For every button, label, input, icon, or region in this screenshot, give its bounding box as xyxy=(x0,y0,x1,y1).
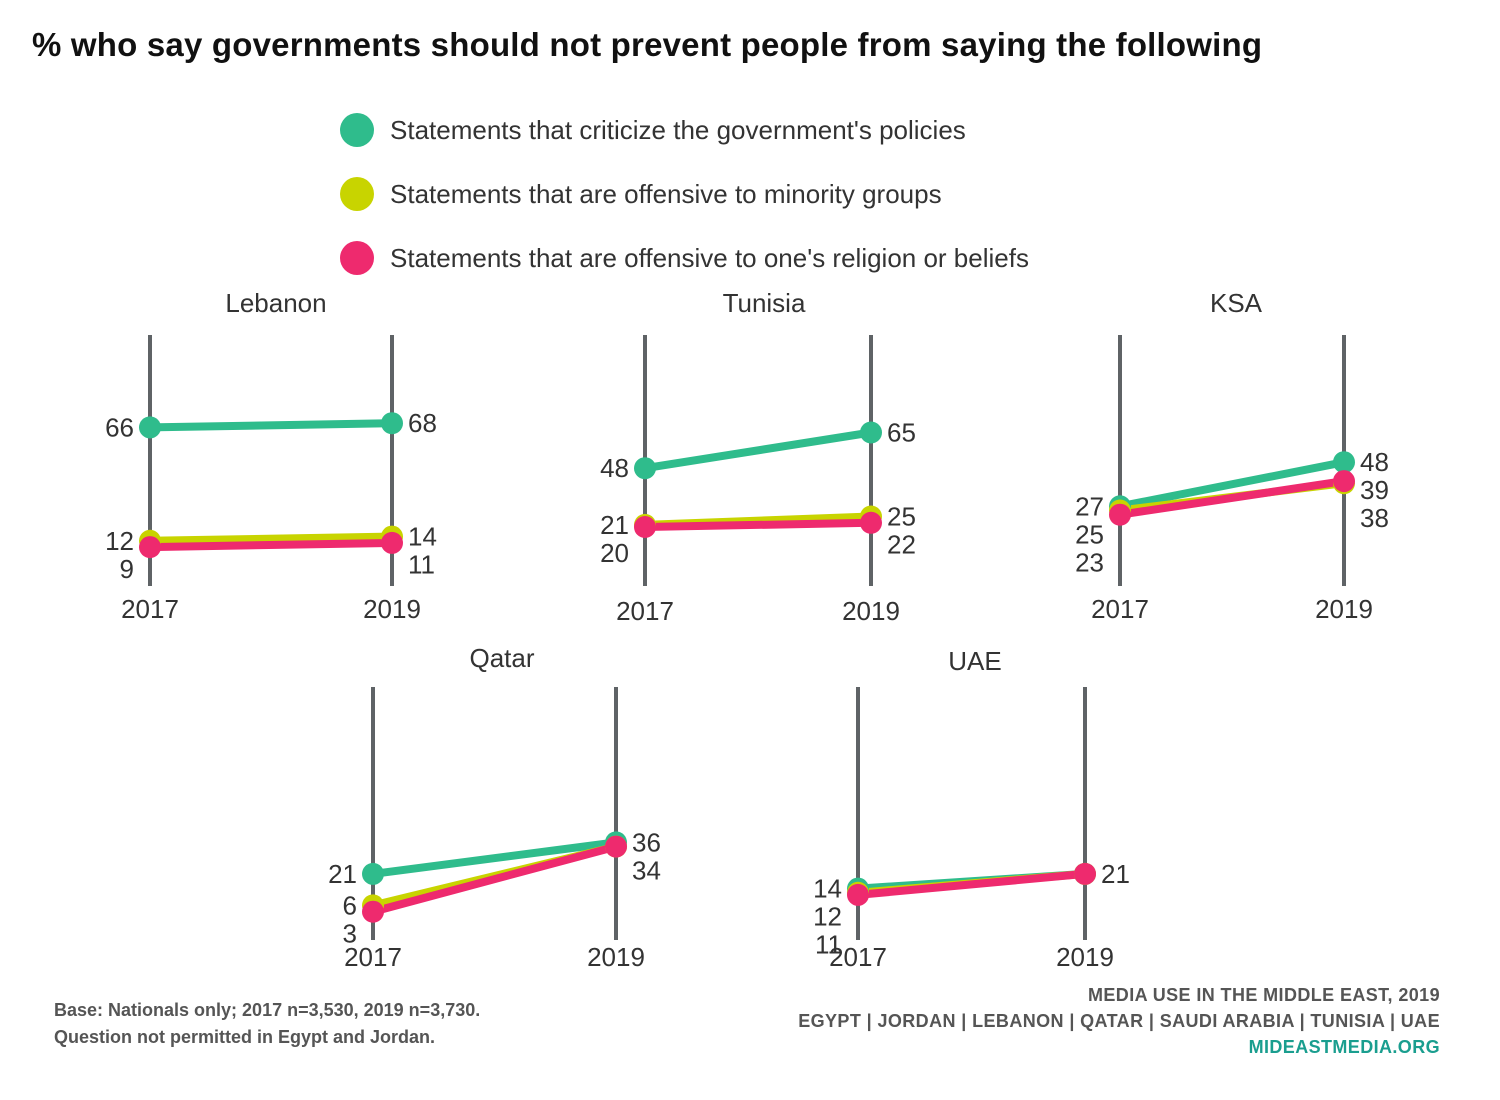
footer-source-line2: EGYPT | JORDAN | LEBANON | QATAR | SAUDI… xyxy=(798,1011,1440,1031)
panel-title-qatar: Qatar xyxy=(469,643,534,673)
point-2017-religion-lebanon xyxy=(139,536,161,559)
point-2017-criticize-tunisia xyxy=(634,457,656,480)
data-label-2017-religion-tunisia: 20 xyxy=(600,538,629,568)
footer-site-link[interactable]: MIDEASTMEDIA.ORG xyxy=(1248,1037,1440,1057)
data-label-2017-religion-lebanon: 9 xyxy=(120,554,134,584)
data-label-2017-minority-lebanon: 12 xyxy=(105,526,134,556)
year-label-2017-ksa: 2017 xyxy=(1091,594,1149,624)
data-label-2019-criticize-uae: 21 xyxy=(1101,859,1130,889)
chart-title: % who say governments should not prevent… xyxy=(32,26,1263,63)
data-label-2017-criticize-qatar: 21 xyxy=(328,859,357,889)
data-label-2017-criticize-lebanon: 66 xyxy=(105,412,134,442)
data-label-2019-minority-qatar: 34 xyxy=(632,855,661,885)
series-line-religion-ksa xyxy=(1116,477,1348,519)
series-line-religion-lebanon xyxy=(146,538,396,552)
point-2019-criticize-lebanon xyxy=(381,412,403,435)
year-label-2017-uae: 2017 xyxy=(829,942,887,972)
legend-swatch-minority xyxy=(340,177,374,211)
data-label-2017-criticize-uae: 14 xyxy=(813,874,842,904)
point-2017-criticize-lebanon xyxy=(139,416,161,439)
footer-base-line1: Base: Nationals only; 2017 n=3,530, 2019… xyxy=(54,1000,481,1020)
data-label-2017-religion-qatar: 3 xyxy=(343,918,357,948)
series-line-criticize-ksa xyxy=(1116,458,1348,511)
data-label-2019-criticize-lebanon: 68 xyxy=(408,408,437,438)
footer-source-line1: MEDIA USE IN THE MIDDLE EAST, 2019 xyxy=(1088,985,1440,1005)
data-label-2019-religion-lebanon: 11 xyxy=(408,550,435,580)
point-2019-criticize-ksa xyxy=(1333,451,1355,474)
legend-swatch-religion xyxy=(340,241,374,275)
series-line-religion-tunisia xyxy=(641,518,875,531)
point-2017-religion-ksa xyxy=(1109,503,1131,526)
panel-title-ksa: KSA xyxy=(1210,288,1263,318)
legend-item-criticize: Statements that criticize the government… xyxy=(340,98,1029,162)
year-label-2017-tunisia: 2017 xyxy=(616,596,674,626)
data-label-2019-criticize-qatar: 36 xyxy=(632,827,661,857)
panel-title-tunisia: Tunisia xyxy=(723,288,806,318)
year-label-2019-qatar: 2019 xyxy=(587,942,645,972)
footer-base-note: Base: Nationals only; 2017 n=3,530, 2019… xyxy=(54,997,480,1051)
year-label-2019-ksa: 2019 xyxy=(1315,594,1373,624)
data-label-2017-minority-tunisia: 21 xyxy=(600,510,629,540)
data-label-2019-criticize-tunisia: 65 xyxy=(887,418,916,448)
point-2017-religion-tunisia xyxy=(634,516,656,538)
year-label-2019-uae: 2019 xyxy=(1056,942,1114,972)
series-line-criticize-lebanon xyxy=(146,419,396,432)
legend-label-criticize: Statements that criticize the government… xyxy=(390,114,966,145)
point-2017-religion-qatar xyxy=(362,900,384,923)
data-label-2019-minority-tunisia: 25 xyxy=(887,502,916,532)
series-line-religion-qatar xyxy=(369,842,620,916)
point-2019-criticize-tunisia xyxy=(860,421,882,444)
point-2019-religion-tunisia xyxy=(860,511,882,534)
legend-swatch-criticize xyxy=(340,113,374,147)
year-label-2019-tunisia: 2019 xyxy=(842,596,900,626)
series-line-minority-lebanon xyxy=(146,532,396,545)
year-label-2017-qatar: 2017 xyxy=(344,942,402,972)
series-line-criticize-qatar xyxy=(369,838,620,878)
legend-label-minority: Statements that are offensive to minorit… xyxy=(390,178,942,209)
legend-item-religion: Statements that are offensive to one's r… xyxy=(340,226,1029,290)
point-2019-religion-uae xyxy=(1074,862,1096,885)
point-2017-religion-uae xyxy=(847,883,869,906)
year-label-2019-lebanon: 2019 xyxy=(363,594,421,624)
data-label-2017-minority-ksa: 25 xyxy=(1075,519,1104,549)
legend-item-minority: Statements that are offensive to minorit… xyxy=(340,162,1029,226)
panel-title-uae: UAE xyxy=(948,646,1001,676)
data-label-2017-minority-uae: 12 xyxy=(813,902,842,932)
data-label-2017-religion-ksa: 23 xyxy=(1075,547,1104,577)
series-line-religion-uae xyxy=(854,869,1089,899)
data-label-2019-criticize-ksa: 48 xyxy=(1360,447,1389,477)
point-2017-criticize-qatar xyxy=(362,862,384,885)
data-label-2019-minority-ksa: 38 xyxy=(1360,503,1389,533)
data-label-2017-minority-qatar: 6 xyxy=(343,890,357,920)
legend-label-religion: Statements that are offensive to one's r… xyxy=(390,242,1029,273)
data-label-2019-religion-ksa: 39 xyxy=(1360,475,1389,505)
point-2019-religion-lebanon xyxy=(381,531,403,554)
data-label-2017-criticize-ksa: 27 xyxy=(1075,491,1104,521)
point-2019-religion-qatar xyxy=(605,835,627,858)
year-label-2017-lebanon: 2017 xyxy=(121,594,179,624)
series-line-criticize-tunisia xyxy=(641,428,875,473)
data-label-2017-criticize-tunisia: 48 xyxy=(600,453,629,483)
data-label-2019-minority-lebanon: 14 xyxy=(408,522,437,552)
data-label-2017-religion-uae: 11 xyxy=(815,930,842,960)
panel-title-lebanon: Lebanon xyxy=(225,288,326,318)
point-2019-religion-ksa xyxy=(1333,470,1355,493)
legend: Statements that criticize the government… xyxy=(340,98,1029,290)
footer-source: MEDIA USE IN THE MIDDLE EAST, 2019 EGYPT… xyxy=(798,982,1440,1060)
data-label-2019-religion-tunisia: 22 xyxy=(887,530,916,560)
footer-base-line2: Question not permitted in Egypt and Jord… xyxy=(54,1027,436,1047)
